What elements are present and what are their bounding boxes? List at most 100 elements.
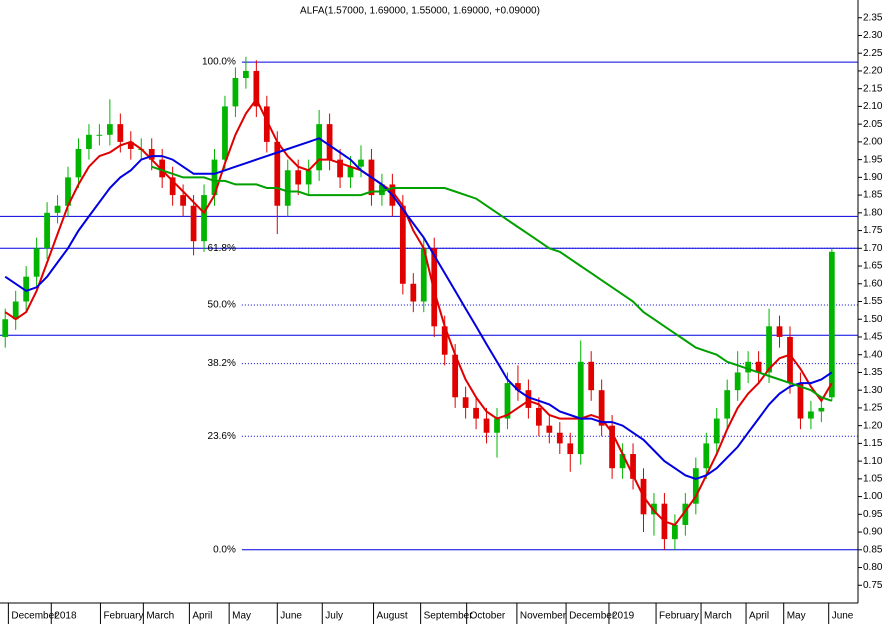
y-tick-label: 1.15 bbox=[863, 438, 883, 449]
y-tick-label: 1.85 bbox=[863, 190, 883, 201]
candle-body bbox=[379, 184, 385, 196]
candle-body bbox=[127, 141, 134, 149]
x-tick-label: August bbox=[377, 611, 408, 622]
candle-body bbox=[44, 212, 50, 249]
candle-body bbox=[274, 141, 281, 206]
candle-body bbox=[106, 124, 113, 135]
y-tick-label: 2.25 bbox=[863, 48, 883, 59]
x-tick-label: February bbox=[659, 611, 699, 622]
candle-body bbox=[808, 411, 814, 419]
candle-body bbox=[305, 170, 312, 185]
y-tick-label: 1.10 bbox=[863, 456, 883, 467]
candle-body bbox=[243, 70, 249, 79]
chart-title: ALFA(1.57000, 1.69000, 1.55000, 1.69000,… bbox=[300, 6, 540, 17]
x-tick-label: April bbox=[192, 611, 212, 622]
candle-body bbox=[159, 159, 166, 178]
candle-body bbox=[232, 78, 239, 107]
y-tick-label: 1.00 bbox=[863, 491, 883, 502]
y-tick-label: 1.75 bbox=[863, 225, 883, 236]
candle-body bbox=[358, 159, 364, 167]
x-tick-label: February bbox=[103, 611, 143, 622]
x-tick-label: December bbox=[11, 611, 58, 622]
x-tick-label: November bbox=[520, 611, 567, 622]
candle-body bbox=[598, 390, 605, 426]
x-tick-label: 2019 bbox=[612, 611, 635, 622]
y-tick-label: 1.90 bbox=[863, 172, 883, 183]
y-tick-label: 1.30 bbox=[863, 385, 883, 396]
candle-body bbox=[253, 70, 260, 107]
y-tick-label: 1.60 bbox=[863, 278, 883, 289]
candle-body bbox=[2, 319, 9, 337]
candle-body bbox=[713, 418, 720, 444]
candle-body bbox=[630, 454, 636, 479]
y-tick-label: 1.45 bbox=[863, 332, 883, 343]
candle-body bbox=[33, 248, 40, 277]
candle-body bbox=[577, 361, 584, 455]
candle-body bbox=[452, 354, 459, 398]
fib-label: 50.0% bbox=[208, 300, 236, 311]
candle-body bbox=[326, 124, 333, 160]
candle-body bbox=[75, 148, 82, 178]
y-tick-label: 1.95 bbox=[863, 154, 883, 165]
candle-body bbox=[483, 418, 490, 433]
candle-body bbox=[295, 170, 302, 185]
candle-body bbox=[148, 148, 155, 160]
candle-body bbox=[515, 383, 521, 391]
y-tick-label: 0.80 bbox=[863, 562, 883, 573]
candle-body bbox=[546, 425, 553, 433]
x-tick-label: June bbox=[280, 611, 302, 622]
x-tick-label: May bbox=[232, 611, 251, 622]
candle-body bbox=[65, 177, 71, 206]
candle-body bbox=[347, 166, 354, 178]
fib-label: 100.0% bbox=[202, 57, 236, 68]
candle-body bbox=[828, 251, 835, 398]
y-tick-label: 1.40 bbox=[863, 349, 883, 360]
candle-body bbox=[734, 372, 741, 391]
candle-body bbox=[672, 524, 678, 540]
candle-body bbox=[473, 407, 479, 419]
candle-body bbox=[525, 390, 532, 408]
candle-body bbox=[619, 454, 626, 469]
y-tick-label: 2.35 bbox=[863, 12, 883, 23]
candle-body bbox=[54, 205, 61, 213]
candle-body bbox=[535, 407, 542, 426]
candle-body bbox=[556, 432, 563, 444]
candle-body bbox=[818, 407, 825, 412]
candle-body bbox=[12, 301, 19, 320]
candle-body bbox=[190, 205, 197, 242]
candle-body bbox=[117, 124, 124, 142]
candle-body bbox=[703, 443, 710, 469]
x-tick-label: May bbox=[787, 611, 806, 622]
x-tick-label: September bbox=[424, 611, 474, 622]
y-tick-label: 0.75 bbox=[863, 580, 883, 591]
y-tick-label: 0.95 bbox=[863, 509, 883, 520]
y-tick-label: 2.05 bbox=[863, 119, 883, 130]
y-tick-label: 2.15 bbox=[863, 83, 883, 94]
y-tick-label: 1.80 bbox=[863, 207, 883, 218]
y-tick-label: 1.35 bbox=[863, 367, 883, 378]
candle-body bbox=[462, 397, 469, 408]
candle-body bbox=[337, 159, 343, 178]
candle-body bbox=[504, 383, 511, 419]
candle-body bbox=[23, 276, 30, 302]
fib-label: 23.6% bbox=[208, 431, 236, 442]
x-tick-label: December bbox=[569, 611, 616, 622]
y-tick-label: 1.50 bbox=[863, 314, 883, 325]
x-tick-label: October bbox=[470, 611, 506, 622]
candle-body bbox=[745, 361, 752, 373]
x-tick-label: June bbox=[832, 611, 854, 622]
moving-average-line bbox=[151, 165, 833, 402]
candle-body bbox=[211, 159, 218, 196]
candle-body bbox=[441, 326, 448, 355]
y-tick-label: 2.10 bbox=[863, 101, 883, 112]
candle-body bbox=[682, 503, 689, 525]
candle-body bbox=[201, 195, 207, 242]
y-tick-label: 0.85 bbox=[863, 544, 883, 555]
y-tick-label: 1.55 bbox=[863, 296, 883, 307]
candle-body bbox=[263, 106, 270, 142]
candle-body bbox=[776, 326, 783, 337]
candle-body bbox=[588, 361, 595, 391]
candle-body bbox=[766, 326, 772, 373]
x-tick-label: March bbox=[704, 611, 732, 622]
